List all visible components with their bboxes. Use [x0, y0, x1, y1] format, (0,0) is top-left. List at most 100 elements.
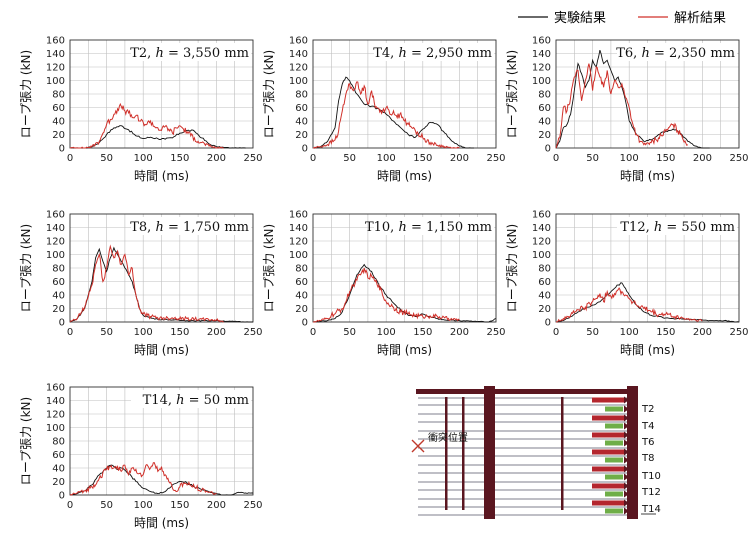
- x-tick-label: 250: [243, 500, 262, 511]
- x-tick-label: 100: [377, 153, 396, 164]
- rope-anchor: [605, 508, 623, 514]
- y-tick-label: 60: [52, 450, 65, 461]
- rope-anchor: [605, 440, 623, 446]
- x-tick-label: 250: [243, 153, 262, 164]
- chart-panel-3: 0 50 100 150 200 250 0 20 40 60 80 100 120 140 160 時間 (…: [505, 36, 749, 184]
- y-tick-label: 20: [538, 130, 551, 141]
- x-tick-label: 50: [100, 327, 113, 338]
- anchor-arrow: [624, 473, 629, 481]
- y-tick-label: 20: [52, 304, 65, 315]
- x-tick-label: 50: [100, 153, 113, 164]
- legend: 実験結果 解析結果: [518, 10, 726, 26]
- y-tick-label: 80: [295, 90, 308, 101]
- x-tick-label: 100: [377, 327, 396, 338]
- panel-title-bg: [131, 390, 251, 408]
- x-tick-label: 0: [310, 327, 316, 338]
- x-axis-title: 時間 (ms): [377, 169, 432, 183]
- panel-title: T14, h = 50 mm: [143, 393, 249, 408]
- x-tick-label: 100: [134, 327, 153, 338]
- x-tick-label: 0: [553, 153, 559, 164]
- y-tick-label: 140: [289, 49, 308, 60]
- rope-anchor: [605, 457, 623, 463]
- y-tick-label: 160: [532, 210, 551, 221]
- x-tick-label: 250: [486, 153, 505, 164]
- plot-frame: [312, 39, 497, 149]
- impact-position-label: 衝突位置: [428, 431, 468, 444]
- x-tick-label: 0: [553, 327, 559, 338]
- x-axis-title: 時間 (ms): [134, 516, 189, 530]
- x-tick-label: 200: [207, 327, 226, 338]
- y-tick-label: 40: [52, 117, 65, 128]
- x-tick-label: 0: [67, 327, 73, 338]
- series-line-analysis: [313, 81, 460, 149]
- x-tick-label: 50: [586, 327, 599, 338]
- x-tick-label: 100: [620, 153, 639, 164]
- rope-tag-label: T14: [641, 504, 661, 515]
- x-tick-label: 0: [67, 153, 73, 164]
- x-tick-label: 50: [100, 500, 113, 511]
- x-axis-title: 時間 (ms): [620, 343, 675, 357]
- rope-tag-label: T4: [641, 421, 654, 432]
- post: [561, 397, 564, 510]
- series-line-analysis: [313, 267, 460, 323]
- y-tick-label: 100: [532, 76, 551, 87]
- anchor-arrow: [624, 490, 629, 498]
- x-tick-label: 200: [450, 327, 469, 338]
- x-tick-label: 0: [310, 153, 316, 164]
- y-tick-label: 0: [545, 318, 551, 329]
- y-tick-label: 100: [46, 250, 65, 261]
- plot-frame: [69, 386, 254, 496]
- anchor-arrow: [624, 456, 629, 464]
- y-tick-label: 60: [295, 103, 308, 114]
- rope-anchor: [592, 483, 624, 489]
- panel-title-bg: [131, 43, 251, 61]
- rope-anchor: [592, 449, 624, 455]
- x-axis-title: 時間 (ms): [620, 169, 675, 183]
- y-tick-label: 160: [289, 210, 308, 221]
- y-axis-title: ロープ張力 (kN): [19, 397, 33, 485]
- panel-title: T12, h = 550 mm: [620, 220, 735, 235]
- plot-frame: [555, 39, 740, 149]
- y-axis-title: ロープ張力 (kN): [262, 224, 276, 312]
- series-line-analysis: [69, 244, 224, 323]
- top-beam: [416, 389, 638, 394]
- post: [462, 397, 465, 510]
- y-tick-label: 160: [532, 36, 551, 47]
- x-tick-label: 250: [243, 327, 262, 338]
- y-tick-label: 100: [46, 423, 65, 434]
- rope-anchor: [605, 406, 623, 412]
- y-tick-label: 60: [538, 103, 551, 114]
- panel-title: T2, h = 3,550 mm: [130, 46, 249, 61]
- column-right: [627, 386, 638, 519]
- y-tick-label: 140: [46, 49, 65, 60]
- y-tick-label: 40: [295, 117, 308, 128]
- rope-tag-label: T10: [641, 471, 661, 482]
- x-tick-label: 150: [656, 153, 675, 164]
- x-tick-label: 200: [207, 500, 226, 511]
- chart-panel-6: 0 50 100 150 200 250 0 20 40 60 80 100 120 140 160 時間 (…: [505, 210, 749, 358]
- y-tick-label: 60: [295, 277, 308, 288]
- x-tick-label: 200: [693, 327, 712, 338]
- y-tick-label: 140: [532, 49, 551, 60]
- y-tick-label: 100: [46, 76, 65, 87]
- series-line-experiment: [69, 464, 253, 496]
- rope-tag-label: T8: [641, 453, 654, 464]
- x-tick-label: 250: [729, 327, 748, 338]
- series-line-analysis: [555, 287, 703, 323]
- panel-title-bg: [374, 217, 494, 235]
- x-tick-label: 200: [207, 153, 226, 164]
- chart-panel-2: 0 50 100 150 200 250 0 20 40 60 80 100 120 140 160 時間 (…: [262, 36, 506, 184]
- chart-panel-1: 0 50 100 150 200 250 0 20 40 60 80 100 120 140 160 時間 (…: [19, 36, 263, 184]
- panel-title: T4, h = 2,950 mm: [373, 46, 492, 61]
- rope-tag-label: T2: [641, 404, 654, 415]
- post: [445, 397, 448, 510]
- plot-frame: [555, 213, 740, 323]
- x-tick-label: 250: [729, 153, 748, 164]
- anchor-arrow: [624, 465, 629, 473]
- y-tick-label: 80: [538, 264, 551, 275]
- y-tick-label: 80: [52, 437, 65, 448]
- y-tick-label: 140: [46, 223, 65, 234]
- y-tick-label: 20: [52, 130, 65, 141]
